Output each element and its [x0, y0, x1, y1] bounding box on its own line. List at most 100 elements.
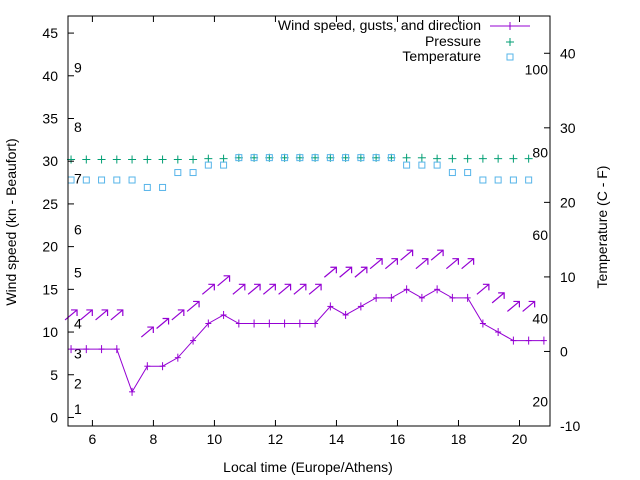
y2-tick-label: 10 — [560, 269, 576, 285]
temperature-point — [296, 154, 304, 162]
beaufort-label: 3 — [74, 345, 82, 361]
pressure-point — [478, 154, 487, 163]
beaufort-label: 5 — [74, 264, 82, 280]
y-tick-label: 25 — [42, 196, 58, 212]
pressure-point — [112, 155, 121, 164]
y-tick-label: 10 — [42, 324, 58, 340]
wind-speed-point — [357, 302, 364, 311]
temperature-point — [448, 169, 456, 177]
wind-speed-point — [98, 345, 105, 354]
gust-arrow — [95, 309, 109, 321]
y-tick-label: 15 — [42, 281, 58, 297]
x-tick-label: 14 — [329, 431, 345, 447]
wind-speed-point — [449, 293, 456, 302]
beaufort-label: 7 — [74, 170, 82, 186]
gust-arrow — [415, 258, 429, 270]
legend: Wind speed, gusts, and direction Pressur… — [278, 17, 530, 64]
y2-axis-label: Temperature (C - F) — [594, 166, 610, 289]
temperature-point — [525, 176, 533, 184]
plot-frame — [67, 15, 551, 427]
x-tick-label: 20 — [512, 431, 528, 447]
pressure-point — [82, 155, 91, 164]
wind-speed-point — [205, 319, 212, 328]
wind-speed-point — [434, 285, 441, 294]
temperature-point — [403, 161, 411, 169]
y-tick-label: 30 — [42, 153, 58, 169]
temperature-point — [372, 154, 380, 162]
x-tick-label: 18 — [451, 431, 467, 447]
fahrenheit-label: 100 — [525, 62, 549, 78]
temperature-point — [265, 154, 273, 162]
wind-speed-point — [418, 293, 425, 302]
y-tick-label: 5 — [50, 367, 58, 383]
temperature-point — [494, 176, 502, 184]
temperature-point — [464, 169, 472, 177]
temperature-point — [189, 169, 197, 177]
pressure-point — [433, 154, 442, 163]
y-tick-label: 45 — [42, 25, 58, 41]
legend-temperature-marker — [506, 53, 514, 61]
pressure-point — [204, 154, 213, 163]
beaufort-label: 4 — [74, 316, 82, 332]
wind-speed-point — [68, 345, 75, 354]
beaufort-label: 6 — [74, 222, 82, 238]
gust-arrow — [384, 258, 398, 270]
gust-arrow — [461, 258, 475, 270]
gust-arrow — [445, 258, 459, 270]
y-tick-label: 20 — [42, 239, 58, 255]
gust-arrow — [140, 326, 154, 338]
y-tick-label: 35 — [42, 111, 58, 127]
pressure-point — [128, 155, 137, 164]
wind-speed-point — [266, 319, 273, 328]
wind-speed-point — [190, 336, 197, 345]
y2-tick-label: 30 — [560, 120, 576, 136]
wind-speed-point — [525, 336, 532, 345]
gust-arrow — [491, 292, 505, 304]
temperature-point — [98, 176, 106, 184]
temperature-point — [357, 154, 365, 162]
gust-arrow — [308, 283, 322, 295]
temperature-point — [479, 176, 487, 184]
gust-arrow — [64, 309, 78, 321]
wind-speed-point — [296, 319, 303, 328]
pressure-point — [97, 155, 106, 164]
gust-arrow — [522, 300, 536, 312]
temperature-point — [143, 183, 151, 191]
pressure-point — [509, 154, 518, 163]
wind-speed-point — [251, 319, 258, 328]
fahrenheit-label: 80 — [532, 144, 548, 160]
legend-wind-label: Wind speed, gusts, and direction — [278, 17, 481, 33]
temperature-point — [387, 154, 395, 162]
y2-tick-label: 20 — [560, 194, 576, 210]
x-tick-label: 8 — [150, 431, 158, 447]
gust-arrow — [339, 266, 353, 278]
pressure-point — [448, 154, 457, 163]
temperature-point — [204, 161, 212, 169]
gust-arrow — [507, 300, 520, 312]
gust-arrow — [323, 266, 337, 278]
temperature-point — [433, 161, 441, 169]
temperature-point — [82, 176, 90, 184]
wind-speed-point — [83, 345, 90, 354]
pressure-point — [463, 154, 472, 163]
x-tick-label: 12 — [268, 431, 284, 447]
wind-speed-point — [174, 353, 181, 362]
temperature-point — [174, 169, 182, 177]
wind-speed-point — [388, 293, 395, 302]
pressure-point — [494, 154, 503, 163]
temperature-point — [128, 176, 136, 184]
fahrenheit-label: 40 — [532, 311, 548, 327]
wind-speed-point — [281, 319, 288, 328]
wind-speed-point — [479, 319, 486, 328]
y-tick-label: 40 — [42, 68, 58, 84]
temperature-point — [418, 161, 426, 169]
wind-speed-point — [495, 328, 502, 337]
beaufort-label: 1 — [74, 401, 82, 417]
gust-arrow — [232, 283, 246, 295]
gust-arrow — [293, 283, 307, 295]
wind-speed-point — [510, 336, 517, 345]
temperature-point — [113, 176, 121, 184]
gust-arrow — [156, 317, 170, 329]
gust-arrow — [400, 249, 414, 261]
wind-speed-line — [71, 288, 544, 394]
